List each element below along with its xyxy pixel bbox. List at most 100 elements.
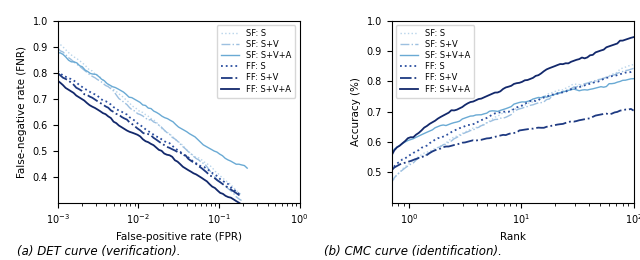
SF: S: (0.191, 0.331): S: (0.191, 0.331) xyxy=(237,193,245,196)
FF: S+V+A: (0.191, 0.294): S+V+A: (0.191, 0.294) xyxy=(237,203,245,206)
SF: S+V: (3.15, 0.631): S+V: (3.15, 0.631) xyxy=(461,131,469,134)
SF: S+V+A: (0.00519, 0.743): S+V+A: (0.00519, 0.743) xyxy=(111,86,119,89)
Legend: SF: S, SF: S+V, SF: S+V+A, FF: S, FF: S+V, FF: S+V+A: SF: S, SF: S+V, SF: S+V+A, FF: S, FF: S+… xyxy=(217,25,296,98)
SF: S+V+A: (100, 0.809): S+V+A: (100, 0.809) xyxy=(630,77,637,80)
SF: S+V: (0.00338, 0.768): S+V: (0.00338, 0.768) xyxy=(97,80,104,83)
FF: S: (0.018, 0.552): S: (0.018, 0.552) xyxy=(155,136,163,139)
SF: S: (0.00494, 0.736): S: (0.00494, 0.736) xyxy=(109,88,117,91)
FF: S+V: (100, 0.704): S+V: (100, 0.704) xyxy=(630,109,637,112)
SF: S+V: (0.018, 0.598): S+V: (0.018, 0.598) xyxy=(155,124,163,127)
FF: S+V+A: (43.3, 0.888): S+V+A: (43.3, 0.888) xyxy=(589,53,596,56)
SF: S+V+A: (0.0945, 0.495): S+V+A: (0.0945, 0.495) xyxy=(213,151,221,154)
SF: S: (43.3, 0.796): S: (43.3, 0.796) xyxy=(589,81,596,84)
SF: S+V+A: (48.4, 0.78): S+V+A: (48.4, 0.78) xyxy=(595,86,602,89)
FF: S+V: (0.001, 0.799): S+V: (0.001, 0.799) xyxy=(54,72,61,75)
SF: S: (0.0825, 0.436): S: (0.0825, 0.436) xyxy=(209,166,216,169)
FF: S+V: (0.018, 0.536): S+V: (0.018, 0.536) xyxy=(155,140,163,143)
FF: S+V+A: (0.00338, 0.652): S+V+A: (0.00338, 0.652) xyxy=(97,110,104,113)
SF: S+V: (0.191, 0.309): S+V: (0.191, 0.309) xyxy=(237,199,245,202)
Line: FF: S+V: FF: S+V xyxy=(58,73,241,197)
FF: S+V: (1.37, 0.554): S+V: (1.37, 0.554) xyxy=(420,155,428,158)
FF: S: (0.001, 0.808): S: (0.001, 0.808) xyxy=(54,69,61,72)
X-axis label: False-positive rate (FPR): False-positive rate (FPR) xyxy=(116,232,242,242)
Line: SF: S+V+A: SF: S+V+A xyxy=(392,79,634,153)
SF: S+V+A: (0.0041, 0.759): S+V+A: (0.0041, 0.759) xyxy=(103,82,111,85)
Y-axis label: False-negative rate (FNR): False-negative rate (FNR) xyxy=(17,46,27,178)
SF: S+V: (48.4, 0.806): S+V: (48.4, 0.806) xyxy=(595,78,602,81)
FF: S+V+A: (48.4, 0.899): S+V+A: (48.4, 0.899) xyxy=(595,50,602,53)
SF: S+V+A: (0.102, 0.487): S+V+A: (0.102, 0.487) xyxy=(216,153,223,156)
FF: S+V+A: (0.00494, 0.612): S+V+A: (0.00494, 0.612) xyxy=(109,120,117,123)
SF: S: (1.37, 0.564): S: (1.37, 0.564) xyxy=(420,152,428,155)
FF: S+V+A: (0.7, 0.556): S+V+A: (0.7, 0.556) xyxy=(388,154,396,157)
Legend: SF: S, SF: S+V, SF: S+V+A, FF: S, FF: S+V, FF: S+V+A: SF: S, SF: S+V, SF: S+V+A, FF: S, FF: S+… xyxy=(396,25,474,98)
SF: S+V+A: (43.3, 0.776): S+V+A: (43.3, 0.776) xyxy=(589,87,596,90)
SF: S+V+A: (0.00351, 0.775): S+V+A: (0.00351, 0.775) xyxy=(98,78,106,81)
Line: FF: S+V: FF: S+V xyxy=(392,109,634,170)
SF: S+V: (22.2, 0.762): S+V: (22.2, 0.762) xyxy=(556,92,564,95)
FF: S+V+A: (100, 0.946): S+V+A: (100, 0.946) xyxy=(630,36,637,39)
FF: S+V: (22.2, 0.659): S+V: (22.2, 0.659) xyxy=(556,123,564,126)
SF: S+V: (80, 0.833): S+V: (80, 0.833) xyxy=(619,70,627,73)
SF: S+V+A: (0.7, 0.564): S+V+A: (0.7, 0.564) xyxy=(388,151,396,154)
SF: S+V: (43.3, 0.801): S+V: (43.3, 0.801) xyxy=(589,80,596,83)
FF: S+V: (0.0825, 0.402): S+V: (0.0825, 0.402) xyxy=(209,175,216,178)
FF: S: (3.15, 0.653): S: (3.15, 0.653) xyxy=(461,125,469,128)
FF: S+V+A: (0.089, 0.357): S+V+A: (0.089, 0.357) xyxy=(211,186,219,190)
FF: S+V: (48.4, 0.689): S+V: (48.4, 0.689) xyxy=(595,113,602,116)
SF: S+V: (0.0825, 0.412): S+V: (0.0825, 0.412) xyxy=(209,172,216,175)
SF: S+V: (1.37, 0.555): S+V: (1.37, 0.555) xyxy=(420,154,428,157)
FF: S: (0.089, 0.408): S: (0.089, 0.408) xyxy=(211,173,219,176)
FF: S+V+A: (1.37, 0.648): S+V+A: (1.37, 0.648) xyxy=(420,126,428,129)
FF: S+V+A: (22.2, 0.857): S+V+A: (22.2, 0.857) xyxy=(556,62,564,66)
SF: S+V: (0.00494, 0.73): S+V: (0.00494, 0.73) xyxy=(109,89,117,93)
FF: S+V+A: (80, 0.935): S+V+A: (80, 0.935) xyxy=(619,39,627,42)
Line: SF: S+V: SF: S+V xyxy=(392,68,634,183)
Line: SF: S+V+A: SF: S+V+A xyxy=(58,53,247,168)
SF: S+V: (0.7, 0.467): S+V: (0.7, 0.467) xyxy=(388,181,396,184)
SF: S: (0.001, 0.918): S: (0.001, 0.918) xyxy=(54,41,61,44)
FF: S: (0.00393, 0.691): S: (0.00393, 0.691) xyxy=(102,100,109,103)
FF: S: (0.00338, 0.701): S: (0.00338, 0.701) xyxy=(97,97,104,100)
FF: S+V: (0.191, 0.324): S+V: (0.191, 0.324) xyxy=(237,195,245,198)
SF: S: (0.00393, 0.763): S: (0.00393, 0.763) xyxy=(102,81,109,84)
FF: S+V: (0.7, 0.507): S+V: (0.7, 0.507) xyxy=(388,169,396,172)
FF: S+V: (3.15, 0.599): S+V: (3.15, 0.599) xyxy=(461,141,469,144)
FF: S+V+A: (0.0825, 0.362): S+V+A: (0.0825, 0.362) xyxy=(209,185,216,188)
FF: S+V+A: (0.001, 0.77): S+V+A: (0.001, 0.77) xyxy=(54,79,61,82)
Y-axis label: Accuracy (%): Accuracy (%) xyxy=(351,77,361,146)
SF: S+V: (0.001, 0.896): S+V: (0.001, 0.896) xyxy=(54,46,61,49)
FF: S: (0.191, 0.329): S: (0.191, 0.329) xyxy=(237,194,245,197)
SF: S+V+A: (0.001, 0.877): S+V+A: (0.001, 0.877) xyxy=(54,51,61,54)
SF: S: (22.2, 0.772): S: (22.2, 0.772) xyxy=(556,88,564,92)
SF: S+V+A: (0.224, 0.433): S+V+A: (0.224, 0.433) xyxy=(243,167,251,170)
Line: SF: S: SF: S xyxy=(58,42,241,195)
FF: S+V: (80, 0.706): S+V: (80, 0.706) xyxy=(619,109,627,112)
FF: S: (100, 0.834): S: (100, 0.834) xyxy=(630,70,637,73)
SF: S: (48.4, 0.804): S: (48.4, 0.804) xyxy=(595,79,602,82)
SF: S: (80, 0.844): S: (80, 0.844) xyxy=(619,67,627,70)
FF: S+V: (0.089, 0.394): S+V: (0.089, 0.394) xyxy=(211,177,219,180)
FF: S+V+A: (3.15, 0.723): S+V+A: (3.15, 0.723) xyxy=(461,103,469,107)
SF: S+V+A: (3.15, 0.68): S+V+A: (3.15, 0.68) xyxy=(461,116,469,120)
SF: S: (0.018, 0.599): S: (0.018, 0.599) xyxy=(155,124,163,127)
FF: S: (0.0825, 0.415): S: (0.0825, 0.415) xyxy=(209,171,216,174)
Text: (a) DET curve (verification).: (a) DET curve (verification). xyxy=(17,245,181,258)
Text: (b) CMC curve (identification).: (b) CMC curve (identification). xyxy=(324,245,502,258)
FF: S: (0.7, 0.505): S: (0.7, 0.505) xyxy=(388,169,396,172)
FF: S+V+A: (0.018, 0.504): S+V+A: (0.018, 0.504) xyxy=(155,148,163,151)
FF: S: (0.00494, 0.668): S: (0.00494, 0.668) xyxy=(109,106,117,109)
FF: S+V: (94.6, 0.71): S+V: (94.6, 0.71) xyxy=(627,107,635,110)
Line: SF: S+V: SF: S+V xyxy=(58,48,241,200)
Line: FF: S+V+A: FF: S+V+A xyxy=(58,81,241,204)
SF: S+V: (0.00393, 0.751): S+V: (0.00393, 0.751) xyxy=(102,84,109,87)
SF: S+V+A: (1.37, 0.629): S+V+A: (1.37, 0.629) xyxy=(420,132,428,135)
SF: S+V+A: (22.2, 0.763): S+V+A: (22.2, 0.763) xyxy=(556,91,564,94)
FF: S+V: (0.00393, 0.671): S+V: (0.00393, 0.671) xyxy=(102,105,109,108)
SF: S: (0.00338, 0.783): S: (0.00338, 0.783) xyxy=(97,76,104,79)
FF: S: (22.2, 0.763): S: (22.2, 0.763) xyxy=(556,91,564,94)
FF: S+V: (0.00494, 0.65): S+V: (0.00494, 0.65) xyxy=(109,110,117,113)
SF: S: (0.7, 0.465): S: (0.7, 0.465) xyxy=(388,182,396,185)
FF: S+V: (0.00338, 0.684): S+V: (0.00338, 0.684) xyxy=(97,101,104,105)
Line: FF: S: FF: S xyxy=(392,71,634,171)
